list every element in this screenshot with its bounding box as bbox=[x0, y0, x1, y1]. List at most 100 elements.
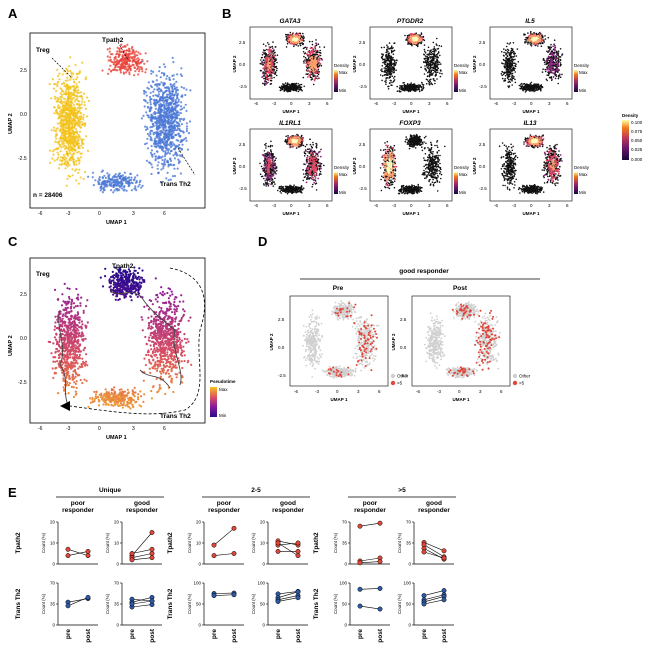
density-point bbox=[268, 43, 270, 46]
density-point bbox=[424, 68, 427, 70]
umap-point bbox=[165, 104, 168, 107]
umap-point bbox=[140, 66, 143, 69]
umap-point bbox=[155, 79, 158, 82]
b-xtick: 6 bbox=[326, 101, 329, 106]
density-point bbox=[314, 78, 316, 81]
density-point bbox=[410, 89, 413, 91]
density-point bbox=[500, 51, 503, 53]
density-point bbox=[272, 41, 274, 43]
umap-point bbox=[80, 103, 83, 106]
density-point bbox=[439, 72, 441, 74]
umap-point bbox=[181, 155, 184, 158]
umap-point bbox=[86, 149, 90, 152]
umap-point bbox=[100, 185, 103, 188]
density-point bbox=[264, 57, 267, 60]
umap-point bbox=[110, 189, 113, 192]
density-point bbox=[406, 87, 409, 89]
density-point bbox=[259, 62, 262, 65]
density-point bbox=[314, 69, 317, 72]
umap-point bbox=[151, 166, 154, 169]
density-point bbox=[431, 61, 433, 63]
density-point bbox=[437, 67, 440, 70]
umap-point bbox=[176, 94, 179, 97]
umap-point bbox=[173, 163, 176, 166]
density-point bbox=[427, 63, 430, 65]
umap-point bbox=[74, 98, 77, 101]
umap-point bbox=[170, 126, 173, 129]
umap-point bbox=[75, 78, 78, 81]
umap-point bbox=[76, 139, 79, 142]
umap-point bbox=[69, 69, 72, 73]
umap-point bbox=[155, 126, 159, 129]
umap-point bbox=[138, 183, 141, 186]
umap-point bbox=[56, 127, 59, 130]
density-point bbox=[393, 79, 396, 81]
density-point bbox=[384, 73, 387, 76]
density-point bbox=[268, 58, 270, 61]
umap-point bbox=[73, 125, 76, 128]
umap-point bbox=[74, 128, 77, 131]
umap-point bbox=[187, 132, 191, 135]
umap-point bbox=[150, 145, 153, 148]
umap-point bbox=[172, 90, 175, 93]
umap-point bbox=[118, 53, 121, 56]
density-point bbox=[272, 67, 275, 69]
umap-point bbox=[146, 114, 149, 117]
umap-point bbox=[164, 144, 168, 147]
umap-point bbox=[80, 144, 83, 147]
umap-point bbox=[163, 119, 166, 122]
umap-point bbox=[117, 55, 120, 59]
umap-point bbox=[154, 107, 157, 110]
umap-point bbox=[67, 137, 70, 140]
density-point bbox=[429, 84, 431, 86]
density-point bbox=[306, 61, 309, 64]
density-point bbox=[428, 69, 431, 72]
umap-point bbox=[117, 174, 120, 177]
umap-point bbox=[109, 184, 113, 187]
density-point bbox=[315, 71, 318, 73]
umap-point bbox=[162, 63, 166, 66]
umap-point bbox=[160, 111, 163, 114]
umap-point bbox=[71, 97, 74, 100]
density-point bbox=[422, 84, 425, 86]
umap-point bbox=[78, 158, 81, 161]
umap-point bbox=[78, 135, 81, 138]
umap-point bbox=[101, 177, 104, 180]
umap-point bbox=[108, 50, 111, 53]
umap-point bbox=[74, 119, 77, 122]
umap-point bbox=[150, 163, 153, 166]
a-ytick-1: 0.0 bbox=[20, 112, 27, 118]
umap-point bbox=[112, 191, 115, 194]
density-point bbox=[420, 32, 423, 34]
umap-point bbox=[158, 66, 161, 69]
umap-point bbox=[68, 119, 71, 122]
density-point bbox=[310, 58, 313, 61]
umap-point bbox=[161, 124, 164, 127]
density-point bbox=[278, 86, 281, 89]
density-point bbox=[287, 33, 289, 36]
umap-point bbox=[179, 73, 182, 76]
density-point bbox=[387, 88, 390, 90]
density-point bbox=[265, 45, 267, 47]
umap-point bbox=[67, 92, 70, 95]
umap-point bbox=[60, 114, 63, 118]
density-point bbox=[303, 55, 305, 58]
umap-point bbox=[168, 102, 171, 105]
umap-point bbox=[179, 108, 182, 111]
umap-point bbox=[63, 158, 66, 161]
umap-point bbox=[180, 101, 183, 104]
density-point bbox=[428, 60, 430, 63]
density-point bbox=[423, 73, 426, 75]
density-point bbox=[321, 58, 323, 61]
umap-point bbox=[169, 163, 173, 166]
density-point bbox=[262, 43, 265, 45]
umap-point bbox=[113, 174, 116, 177]
gene-title: PTGDR2 bbox=[397, 18, 424, 25]
density-point bbox=[309, 76, 312, 79]
density-point bbox=[294, 41, 297, 44]
density-point bbox=[295, 40, 298, 42]
density-point bbox=[316, 61, 318, 64]
umap-point bbox=[163, 112, 166, 115]
umap-point bbox=[185, 122, 188, 125]
density-point bbox=[273, 49, 275, 51]
